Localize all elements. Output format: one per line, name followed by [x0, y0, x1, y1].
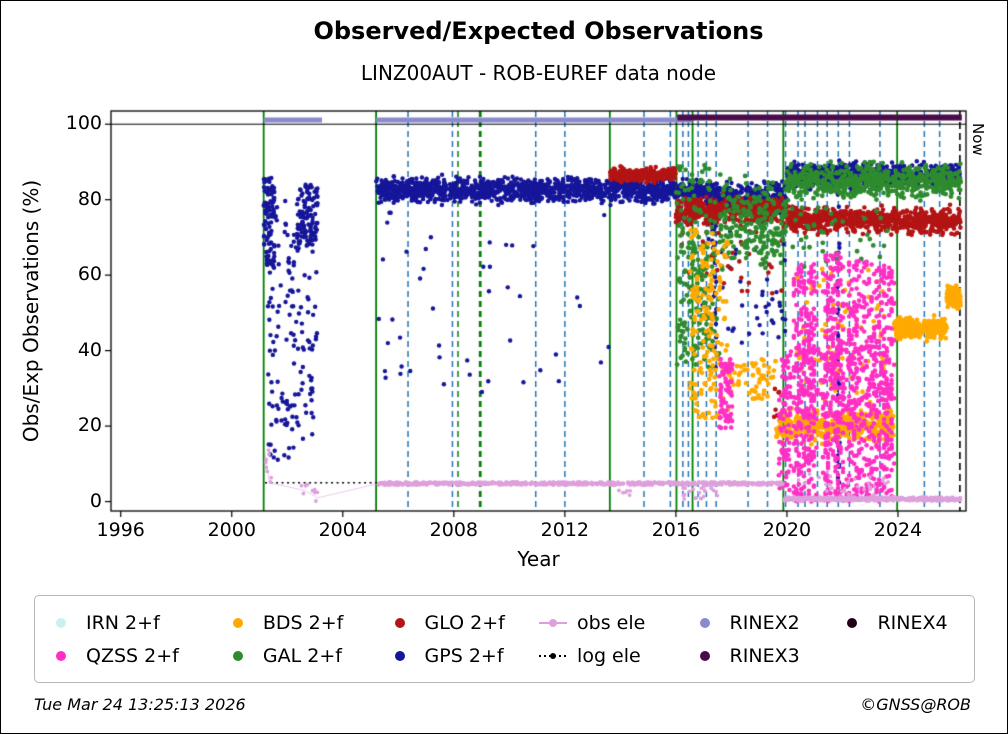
qzss-2-f-marker-icon [47, 649, 77, 663]
x-tick-label: 2012 [540, 519, 590, 541]
y-tick-label: 20 [77, 414, 102, 437]
legend-label: BDS 2+f [262, 611, 344, 634]
gal-2-f-marker-icon [224, 649, 254, 663]
bds-2-f-marker-icon [224, 616, 254, 630]
y-tick-label: 0 [89, 489, 102, 512]
legend-item-log-ele: log ele [538, 645, 691, 667]
legend-item-glo-2-f: GLO 2+f [386, 612, 539, 634]
rinex3-marker-icon [691, 649, 721, 663]
y-tick-label: 80 [77, 187, 102, 210]
x-tick-label: 2020 [762, 519, 812, 541]
legend-label: RINEX3 [729, 644, 800, 667]
now-label: Now [969, 123, 987, 156]
glo-2-f-marker-icon [386, 616, 416, 630]
legend-label: GPS 2+f [424, 644, 504, 667]
x-axis-label: Year [517, 547, 560, 571]
irn-2-f-marker-icon [47, 616, 77, 630]
obs-ele-marker-icon [538, 616, 568, 630]
legend-item-obs-ele: obs ele [538, 612, 691, 634]
legend-grid: IRN 2+f BDS 2+f GLO 2+f obs ele RINEX2 RINEX4… [47, 606, 962, 672]
legend-item-irn-2-f: IRN 2+f [47, 612, 224, 634]
rinex2-marker-icon [691, 616, 721, 630]
plot-canvas [1, 1, 1007, 586]
x-tick-label: 2016 [651, 519, 701, 541]
legend-item-bds-2-f: BDS 2+f [224, 612, 386, 634]
timestamp: Tue Mar 24 13:25:13 2026 [34, 695, 246, 714]
legend-item-qzss-2-f: QZSS 2+f [47, 645, 224, 667]
legend-label: RINEX2 [729, 611, 800, 634]
legend: IRN 2+f BDS 2+f GLO 2+f obs ele RINEX2 RINEX4… [34, 595, 975, 683]
y-axis-label: Obs/Exp Observations (%) [19, 179, 43, 443]
legend-label: obs ele [577, 611, 646, 634]
legend-item-rinex4: RINEX4 [838, 612, 962, 634]
legend-label: RINEX4 [877, 611, 948, 634]
legend-label: GAL 2+f [262, 644, 342, 667]
copyright: ©GNSS@ROB [860, 695, 971, 714]
legend-label: log ele [577, 644, 641, 667]
y-tick-label: 40 [77, 338, 102, 361]
legend-item-gal-2-f: GAL 2+f [224, 645, 386, 667]
y-tick-label: 60 [77, 263, 102, 286]
legend-label: GLO 2+f [424, 611, 505, 634]
gps-2-f-marker-icon [386, 649, 416, 663]
rinex4-marker-icon [838, 616, 868, 630]
log-ele-marker-icon [538, 649, 568, 663]
legend-item-gps-2-f: GPS 2+f [386, 645, 539, 667]
legend-item-rinex3: RINEX3 [691, 645, 839, 667]
chart-subtitle: LINZ00AUT - ROB-EUREF data node [360, 61, 717, 85]
x-tick-label: 2024 [873, 519, 923, 541]
legend-label: QZSS 2+f [86, 644, 179, 667]
x-tick-label: 1996 [96, 519, 145, 541]
legend-item-rinex2: RINEX2 [691, 612, 839, 634]
chart-title: Observed/Expected Observations [313, 17, 764, 45]
x-tick-label: 2004 [318, 519, 367, 541]
y-tick-label: 100 [65, 112, 102, 135]
x-tick-label: 2008 [429, 519, 478, 541]
x-tick-label: 2000 [207, 519, 256, 541]
legend-label: IRN 2+f [86, 611, 160, 634]
